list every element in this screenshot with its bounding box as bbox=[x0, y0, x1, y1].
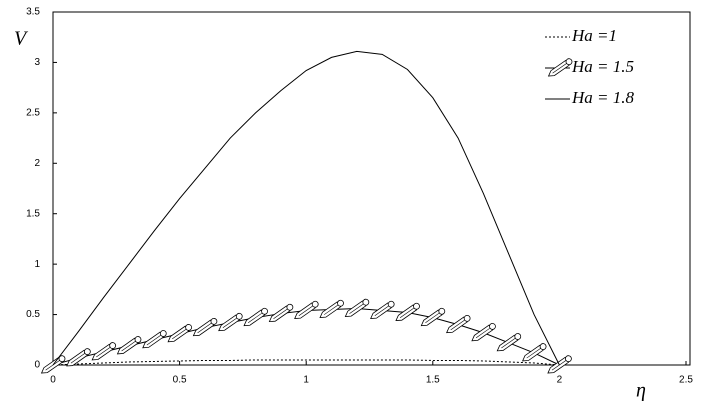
y-tick-label: 0.5 bbox=[26, 309, 40, 320]
pencil-end bbox=[109, 342, 117, 349]
pencil-hatch bbox=[552, 62, 568, 74]
pencil-marker bbox=[218, 312, 243, 332]
pencil-end bbox=[286, 303, 294, 311]
pencil-hatch bbox=[248, 312, 264, 324]
pencil-end bbox=[539, 343, 547, 350]
x-axis-label: η bbox=[636, 380, 646, 402]
legend-label: Ha = 1.8 bbox=[571, 88, 634, 107]
pencil-marker bbox=[167, 324, 193, 343]
pencil-hatch bbox=[70, 352, 86, 364]
y-tick-label: 2 bbox=[34, 158, 40, 169]
pencil-end bbox=[413, 302, 420, 310]
x-tick-label: 1 bbox=[303, 375, 309, 386]
pencil-marker bbox=[370, 300, 395, 320]
pencil-hatch bbox=[501, 337, 517, 349]
series-line bbox=[52, 50, 560, 366]
pencil-end bbox=[159, 330, 167, 337]
pencil-marker bbox=[446, 314, 471, 334]
pencil-marker bbox=[142, 330, 167, 349]
x-tick-label: 2 bbox=[557, 375, 563, 386]
pencil-marker bbox=[40, 355, 66, 374]
pencil-end bbox=[565, 355, 572, 363]
pencil-hatch bbox=[197, 322, 213, 334]
pencil-end bbox=[185, 324, 193, 331]
series-line bbox=[52, 359, 560, 366]
pencil-hatch bbox=[121, 340, 137, 352]
pencil-marker bbox=[268, 303, 294, 323]
pencil-hatch bbox=[146, 334, 162, 346]
y-tick-label: 3.5 bbox=[26, 7, 40, 18]
pencil-hatch bbox=[425, 312, 441, 324]
pencil-hatch bbox=[96, 346, 112, 358]
y-tick-label: 1.5 bbox=[26, 208, 40, 219]
pencil-marker bbox=[243, 307, 268, 327]
pencil-marker bbox=[66, 348, 91, 367]
pencil-hatch bbox=[222, 317, 238, 329]
x-tick-label: 1.5 bbox=[426, 375, 440, 386]
pencil-end bbox=[438, 307, 446, 315]
pencil-marker bbox=[192, 317, 218, 337]
pencil-marker bbox=[521, 343, 547, 362]
pencil-end bbox=[134, 336, 142, 343]
y-tick-label: 2.5 bbox=[26, 107, 40, 118]
x-tick-label: 0.5 bbox=[173, 375, 187, 386]
pencil-marker bbox=[547, 355, 572, 374]
pencil-end bbox=[210, 317, 218, 325]
pencil-end bbox=[514, 333, 522, 340]
pencil-end bbox=[463, 314, 471, 322]
pencil-end bbox=[489, 323, 496, 330]
pencil-end bbox=[565, 58, 573, 66]
pencil-end bbox=[387, 300, 395, 308]
pencil-marker bbox=[294, 300, 319, 320]
pencil-hatch bbox=[475, 327, 491, 339]
pencil-hatch bbox=[450, 319, 466, 331]
pencil-end bbox=[337, 299, 344, 307]
pencil-marker bbox=[344, 298, 370, 317]
pencil-hatch bbox=[526, 347, 542, 359]
pencil-hatch bbox=[323, 304, 340, 315]
pencil-hatch bbox=[374, 305, 390, 316]
pencil-marker bbox=[395, 302, 420, 322]
pencil-hatch bbox=[349, 303, 365, 314]
pencil-marker bbox=[420, 307, 446, 327]
pencil-marker bbox=[116, 336, 142, 355]
pencil-end bbox=[235, 312, 243, 320]
pencil-marker bbox=[496, 333, 522, 352]
pencil-end bbox=[261, 307, 268, 315]
pencil-hatch bbox=[298, 305, 314, 316]
y-tick-label: 0 bbox=[34, 360, 40, 371]
pencil-marker bbox=[547, 58, 573, 77]
pencil-marker bbox=[319, 299, 344, 319]
x-tick-label: 0 bbox=[50, 375, 56, 386]
pencil-hatch bbox=[399, 307, 416, 318]
pencil-hatch bbox=[273, 308, 289, 319]
y-axis-label: V bbox=[14, 28, 29, 50]
pencil-marker bbox=[471, 323, 496, 342]
plot-frame bbox=[52, 11, 691, 366]
legend-label: Ha = 1.5 bbox=[571, 57, 634, 76]
x-tick-label: 2.5 bbox=[679, 375, 693, 386]
pencil-marker bbox=[91, 342, 117, 361]
legend-label: Ha =1 bbox=[571, 26, 617, 45]
y-tick-label: 1 bbox=[34, 259, 40, 270]
pencil-hatch bbox=[172, 328, 188, 340]
y-tick-label: 3 bbox=[34, 57, 40, 68]
pencil-end bbox=[311, 300, 319, 308]
pencil-end bbox=[83, 348, 91, 356]
pencil-end bbox=[362, 298, 370, 306]
